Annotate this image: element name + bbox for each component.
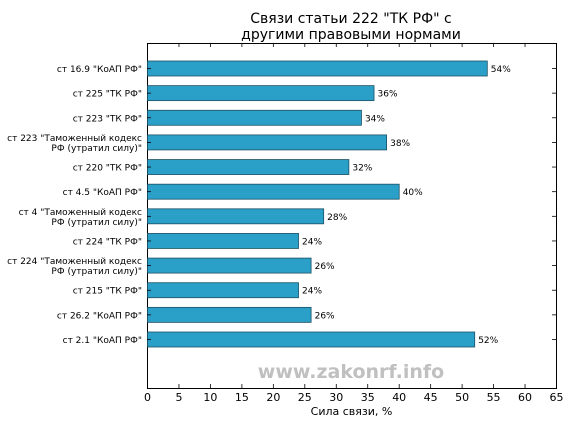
x-tick-label: 20: [266, 391, 280, 404]
x-tick-label: 10: [203, 391, 217, 404]
category-label: ст 2.1 "КоАП РФ": [63, 336, 142, 346]
x-tick-label: 65: [550, 391, 564, 404]
bar: [147, 159, 350, 175]
bar: [147, 109, 362, 126]
data-label: 32%: [352, 164, 372, 174]
x-tick-label: 30: [329, 391, 343, 404]
x-tick-label: 50: [455, 391, 469, 404]
x-tick-label: 5: [175, 391, 182, 404]
x-tick-label: 60: [518, 391, 532, 404]
chart-title: Связи статьи 222 "ТК РФ" с другими правов…: [241, 11, 461, 43]
category-label: ст 224 "Таможенный кодекс РФ (утратил сил…: [7, 257, 142, 277]
x-tick-label: 15: [235, 391, 249, 404]
category-label: ст 16.9 "КоАП РФ": [57, 65, 142, 75]
category-label: ст 224 "ТК РФ": [73, 237, 142, 247]
bar: [147, 306, 312, 323]
watermark-text: www.zakonrf.info: [258, 361, 444, 383]
bar: [147, 208, 325, 225]
data-label: 34%: [365, 114, 385, 124]
category-label: ст 223 "Таможенный кодекс РФ (утратил сил…: [7, 134, 142, 154]
category-label: ст 223 "ТК РФ": [73, 114, 142, 124]
bar: [147, 331, 476, 348]
category-label: ст 4 "Таможенный кодекс РФ (утратил силу)…: [19, 208, 142, 228]
bar: [147, 257, 312, 274]
data-label: 28%: [327, 213, 347, 223]
x-tick-label: 55: [487, 391, 501, 404]
x-tick-label: 35: [361, 391, 375, 404]
category-label: ст 220 "ТК РФ": [73, 164, 142, 174]
x-axis-label: Сила связи, %: [311, 405, 393, 418]
category-label: ст 4.5 "КоАП РФ": [63, 188, 142, 198]
data-label: 40%: [403, 188, 423, 198]
category-labels: ст 16.9 "КоАП РФ" ст 225 "ТК РФ" ст 223 "Т…: [7, 65, 142, 346]
x-tick-label: 0: [144, 391, 151, 404]
data-label: 26%: [315, 311, 335, 321]
data-label: 26%: [315, 262, 335, 272]
x-tick-label: 40: [392, 391, 406, 404]
category-label: ст 225 "ТК РФ": [73, 90, 142, 100]
category-label: ст 26.2 "КоАП РФ": [57, 311, 142, 321]
bar: [147, 60, 488, 77]
data-label: 52%: [478, 336, 498, 346]
bar: [147, 85, 375, 102]
bar: [147, 282, 299, 299]
data-label: 24%: [302, 237, 322, 247]
bar: [147, 183, 400, 200]
data-label: 24%: [302, 287, 322, 297]
bar: [147, 233, 299, 249]
data-label: 36%: [378, 90, 398, 100]
x-axis-ticks: 0 5 10 15 20 25 30 35 40 45 50 55 60 65: [144, 43, 564, 404]
data-label: 54%: [491, 65, 511, 75]
category-label: ст 215 "ТК РФ": [73, 287, 142, 297]
bars-group: 54% 36% 34% 38% 32% 40% 28% 24% 26% 24% 26% 52%: [147, 60, 556, 348]
x-tick-label: 45: [424, 391, 438, 404]
bar: [147, 134, 388, 151]
data-label: 38%: [390, 139, 410, 149]
chart-title-text: Связи статьи 222 "ТК РФ" с другими правов…: [241, 11, 461, 43]
x-tick-label: 25: [298, 391, 312, 404]
